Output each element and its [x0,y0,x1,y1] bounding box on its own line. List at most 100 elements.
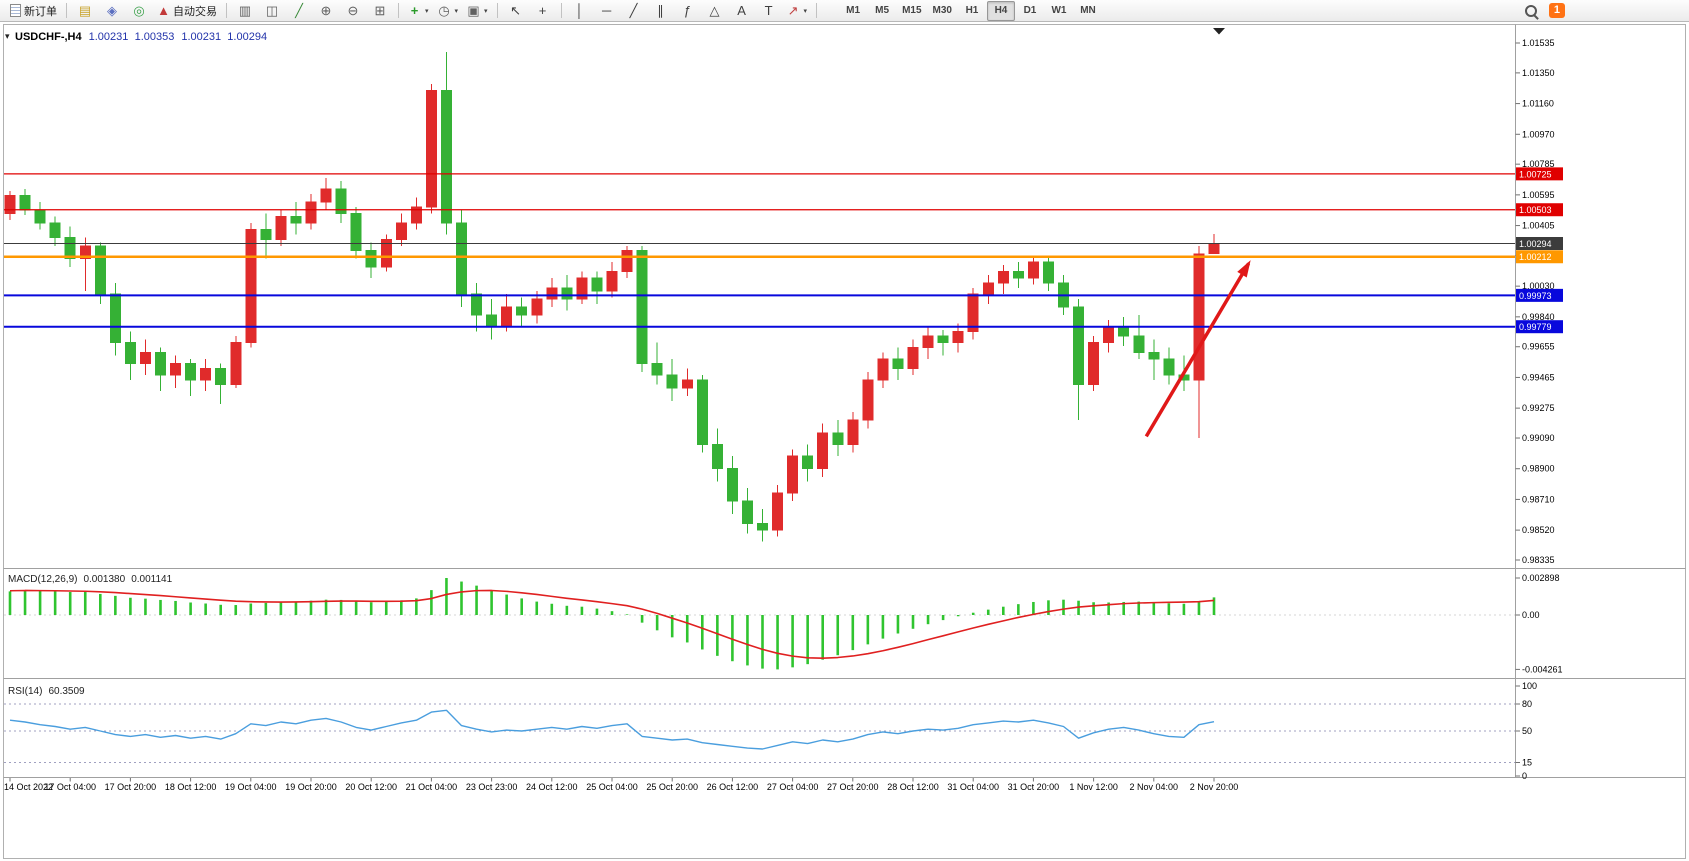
fibonacci-button[interactable]: ƒ [675,1,701,21]
arrows-button[interactable]: ↗ ▾ [783,1,812,21]
text-label-button[interactable]: T [756,1,782,21]
time-tick-label: 26 Oct 12:00 [707,782,759,792]
rsi-tick-label: 50 [1522,726,1532,736]
time-tick-label: 21 Oct 04:00 [406,782,458,792]
line-chart-icon: ╱ [295,2,303,18]
macd-title: MACD(12,26,9) 0.001380 0.001141 [8,574,173,585]
timeframe-button-h1[interactable]: H1 [965,5,979,16]
navigator-button[interactable]: ◈ [99,1,125,21]
timeframe-button-mn[interactable]: MN [1080,5,1096,16]
price-badge: 1.00503 [1516,203,1563,217]
price-badge-label: 1.00212 [1519,252,1552,262]
timeframe-button-m1[interactable]: M1 [846,5,861,16]
new-order-button[interactable]: 新订单 [6,1,61,21]
terminal-button[interactable]: ◎ [126,1,152,21]
trend-arrow-annotation[interactable] [1144,260,1251,438]
price-tick-label: 1.00030 [1522,281,1555,291]
search-button[interactable] [1518,1,1544,21]
tile-icon: ⊞ [374,2,386,18]
time-tick-label: 24 Oct 12:00 [526,782,578,792]
timeframe-button-d1[interactable]: D1 [1023,5,1037,16]
time-tick-label: 20 Oct 12:00 [345,782,397,792]
timeframe-button-m30[interactable]: M30 [932,5,952,16]
candlestick-icon: ◫ [265,2,279,18]
time-tick-label: 28 Oct 12:00 [887,782,939,792]
clock-icon: ◷ [438,2,450,18]
text-button[interactable]: A [729,1,755,21]
dropdown-caret-icon: ▾ [803,7,808,15]
time-tick-label: 19 Oct 20:00 [285,782,337,792]
indicators-icon: + [410,2,419,18]
vertical-line-button[interactable]: │ [567,1,593,21]
current-price-badge-label: 1.00294 [1519,239,1552,249]
arrows-icon: ↗ [787,2,799,18]
line-chart-button[interactable]: ╱ [286,1,312,21]
periods-button[interactable]: ◷ ▾ [434,1,463,21]
vline-icon: │ [575,2,584,18]
price-badge: 0.99779 [1516,320,1563,334]
crosshair-button[interactable]: + [530,1,556,21]
time-tick-label: 31 Oct 04:00 [947,782,999,792]
rsi-tick-label: 80 [1522,699,1532,709]
trendline-button[interactable]: ╱ [621,1,647,21]
zoom-in-button[interactable]: ⊕ [313,1,339,21]
symbol-dropdown-icon: ▾ [5,31,10,41]
price-tick-label: 1.01350 [1522,68,1555,78]
price-tick-label: 0.99465 [1522,372,1555,382]
macd-signal-line [9,589,1215,659]
toolbar-right-group: 1 [1518,1,1565,21]
rsi-panel: 100 80 50 15 0 RSI(14) 60.3509 [4,681,1537,781]
price-tick-label: 0.98710 [1522,494,1555,504]
time-tick-label: 25 Oct 20:00 [646,782,698,792]
time-tick-label: 1 Nov 12:00 [1069,782,1118,792]
market-watch-button[interactable]: ▤ [72,1,98,21]
bar-chart-button[interactable]: ▥ [232,1,258,21]
cursor-icon: ↖ [510,2,521,18]
timeframe-button-m5[interactable]: M5 [875,5,890,16]
price-badge-label: 1.00503 [1519,205,1552,215]
fibonacci-icon: ƒ [683,2,692,18]
toolbar-separator [226,3,227,18]
candlestick-chart-button[interactable]: ◫ [259,1,285,21]
cursor-button[interactable]: ↖ [503,1,529,21]
zoom-out-button[interactable]: ⊖ [340,1,366,21]
channel-button[interactable]: ∥ [648,1,674,21]
shapes-button[interactable]: △ [702,1,728,21]
timeframe-button-m15[interactable]: M15 [902,5,922,16]
template-icon: ▣ [467,2,480,18]
templates-button[interactable]: ▣ ▾ [463,1,492,21]
horizontal-line-button[interactable]: ─ [594,1,620,21]
chart-shift-marker[interactable] [1213,28,1225,35]
macd-panel: 0.002898 0.00 -0.004261 MACD(12,26,9) 0.0013… [4,573,1563,674]
candlesticks [4,51,1220,542]
channel-icon: ∥ [657,2,664,18]
time-tick-label: 18 Oct 12:00 [165,782,217,792]
price-badge-label: 0.99779 [1519,322,1552,332]
timeframe-button-w1[interactable]: W1 [1051,5,1067,16]
macd-tick-label: 0.00 [1522,610,1540,620]
text-icon: A [737,2,746,18]
price-scale: 1.01535 1.01350 1.01160 1.00970 1.00785 1.005… [1515,38,1555,565]
navigator-icon: ◈ [107,2,117,18]
zoom-in-icon: ⊕ [320,2,332,18]
rsi-tick-label: 0 [1522,771,1527,781]
hline-icon: ─ [601,2,612,18]
crosshair-icon: + [538,2,547,18]
market-watch-icon: ▤ [78,2,92,18]
notification-badge[interactable]: 1 [1548,3,1565,18]
price-tick-label: 0.99090 [1522,433,1555,443]
time-tick-label: 27 Oct 04:00 [767,782,819,792]
time-tick-label: 14 Oct 2022 [4,782,53,792]
time-tick-label: 17 Oct 04:00 [44,782,96,792]
toolbar-separator [398,3,399,18]
dropdown-caret-icon: ▾ [425,7,429,15]
timeframe-button-h4[interactable]: H4 [986,0,1015,21]
rsi-tick-label: 100 [1522,681,1537,691]
tile-windows-button[interactable]: ⊞ [367,1,393,21]
bar-chart-icon: ▥ [238,2,252,18]
price-tick-label: 1.01535 [1522,38,1555,48]
auto-trading-button[interactable]: ▲ 自动交易 [153,1,221,21]
indicators-button[interactable]: + ▾ [404,1,433,21]
